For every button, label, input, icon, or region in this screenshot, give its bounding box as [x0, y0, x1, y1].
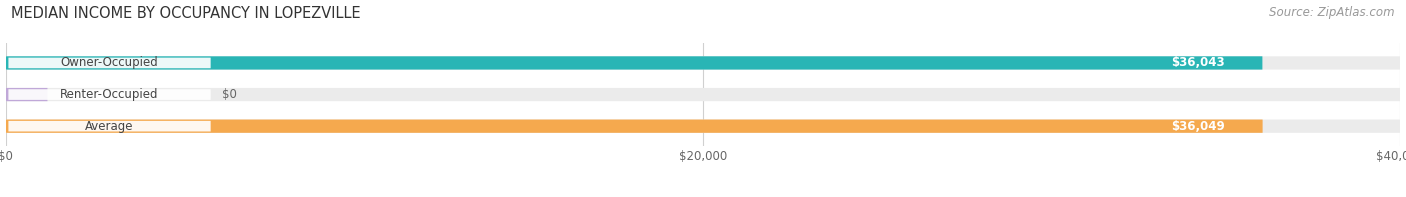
FancyBboxPatch shape [6, 56, 1263, 70]
Text: Owner-Occupied: Owner-Occupied [60, 57, 159, 70]
FancyBboxPatch shape [6, 120, 1400, 133]
Text: Source: ZipAtlas.com: Source: ZipAtlas.com [1270, 6, 1395, 19]
FancyBboxPatch shape [1139, 121, 1257, 131]
FancyBboxPatch shape [6, 120, 1263, 133]
FancyBboxPatch shape [8, 121, 211, 131]
Text: $36,043: $36,043 [1171, 57, 1225, 70]
Text: MEDIAN INCOME BY OCCUPANCY IN LOPEZVILLE: MEDIAN INCOME BY OCCUPANCY IN LOPEZVILLE [11, 6, 361, 21]
FancyBboxPatch shape [6, 88, 48, 101]
FancyBboxPatch shape [6, 56, 1400, 70]
FancyBboxPatch shape [1139, 58, 1257, 68]
FancyBboxPatch shape [8, 58, 211, 68]
Text: Renter-Occupied: Renter-Occupied [60, 88, 159, 101]
Text: Average: Average [86, 120, 134, 133]
Text: $36,049: $36,049 [1171, 120, 1225, 133]
FancyBboxPatch shape [8, 89, 211, 100]
Text: $0: $0 [222, 88, 236, 101]
FancyBboxPatch shape [6, 88, 1400, 101]
